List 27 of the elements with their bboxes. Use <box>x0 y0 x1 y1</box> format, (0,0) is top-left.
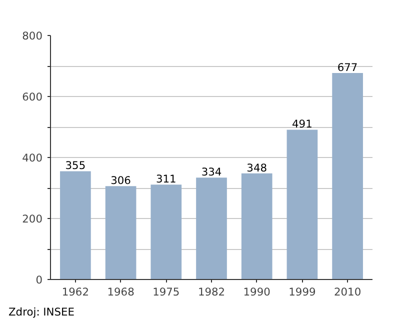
bar <box>105 186 136 280</box>
bar <box>332 73 363 280</box>
y-tick-label: 0 <box>36 274 43 286</box>
data-label: 306 <box>110 174 132 188</box>
x-tick-label: 1982 <box>198 286 226 298</box>
x-tick-label: 1968 <box>107 286 135 298</box>
data-label: 348 <box>246 161 268 174</box>
text: Zdroj: INSEE <box>8 306 75 318</box>
data-label: 677 <box>337 61 358 74</box>
bar <box>60 171 91 280</box>
y-tick-label: 200 <box>22 212 43 226</box>
y-tick-label: 400 <box>22 152 43 164</box>
bar <box>241 173 272 280</box>
bar <box>150 184 182 280</box>
data-label: 355 <box>65 159 86 172</box>
bar <box>196 178 227 280</box>
data-label: 334 <box>201 166 222 179</box>
x-tick-label: 2010 <box>334 286 362 298</box>
y-tick-label: 600 <box>22 90 43 104</box>
x-tick-label: 1975 <box>152 286 180 298</box>
y-tick-label: 800 <box>22 30 43 42</box>
data-label: 311 <box>156 172 176 186</box>
x-tick-label: 1999 <box>288 286 316 298</box>
data-label: 491 <box>292 118 312 131</box>
x-tick-label: 1962 <box>62 286 90 298</box>
bar <box>286 130 318 280</box>
x-tick-label: 1990 <box>243 286 271 298</box>
